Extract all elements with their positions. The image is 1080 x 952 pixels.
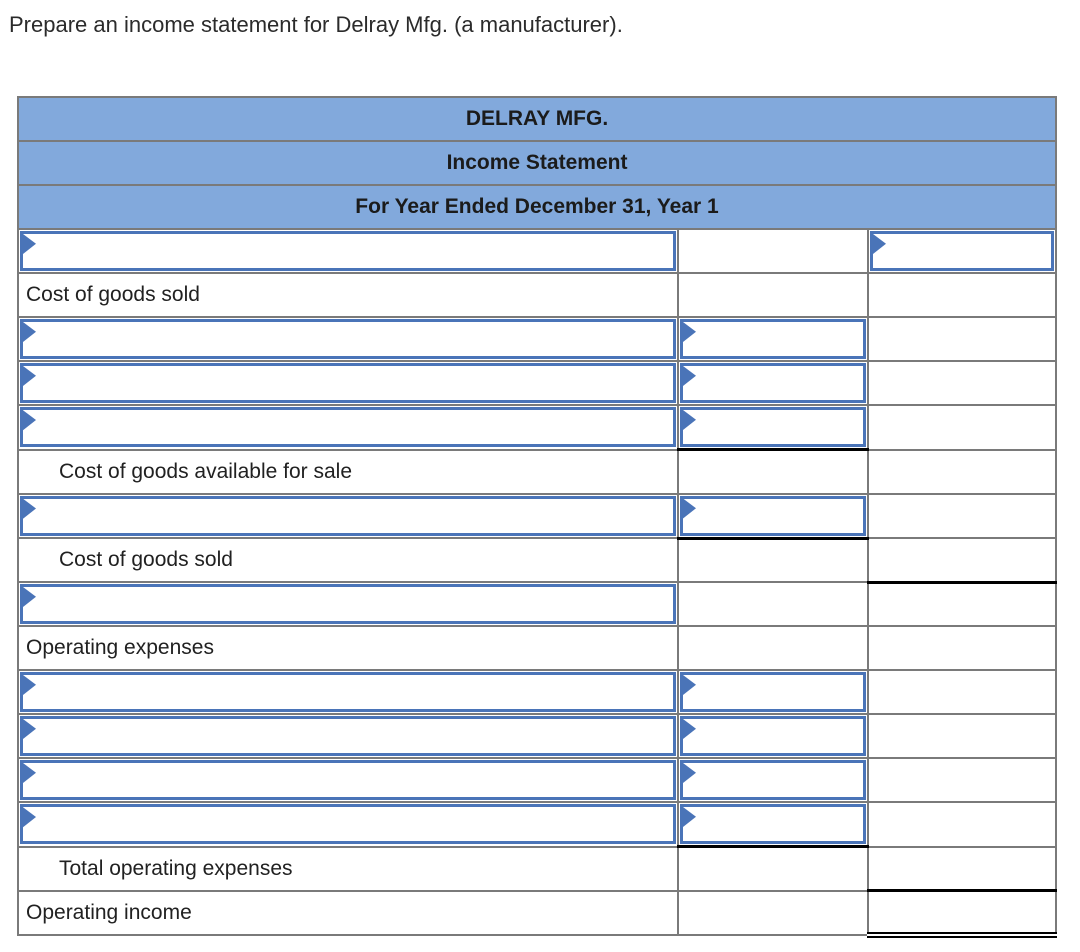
table-row: DELRAY MFG. [16,96,1058,142]
amount-input[interactable] [680,495,866,536]
empty-cell [677,228,869,274]
dropdown-flag-icon [23,498,36,519]
empty-cell [866,404,1058,451]
instruction-text: Prepare an income statement for Delray M… [9,12,623,37]
empty-cell [677,537,869,583]
empty-cell [677,845,869,892]
dropdown-flag-icon [23,366,36,386]
dropdown-flag-icon [23,763,36,783]
table-row [17,492,1058,540]
amount-input[interactable] [680,804,866,844]
dropdown-flag-icon [683,807,696,827]
dropdown-flag-icon [683,719,696,739]
account-title-input[interactable] [20,804,676,845]
empty-cell [866,360,1058,406]
empty-cell [866,448,1058,495]
table-row: Income Statement [16,140,1058,186]
empty-cell [677,272,869,318]
amount-input[interactable] [680,363,866,403]
row-label: Operating expenses [17,625,679,671]
table-row [17,360,1058,406]
empty-cell [866,272,1058,318]
row-label: Total operating expenses [17,845,679,892]
dropdown-flag-icon [23,675,36,695]
empty-cell [866,581,1058,627]
dropdown-flag-icon [23,234,36,254]
empty-cell [866,625,1058,671]
dropdown-flag-icon [683,322,696,342]
account-title-input[interactable] [20,363,676,403]
amount-input[interactable] [680,407,866,447]
dropdown-flag-icon [23,587,36,607]
income-statement-table: DELRAY MFG. Income Statement For Year En… [16,96,1058,938]
account-title-input[interactable] [20,407,676,448]
account-title-input[interactable] [20,319,676,359]
table-row [17,801,1058,848]
statement-title-header: Income Statement [16,140,1058,186]
dropdown-flag-icon [683,498,696,519]
amount-input[interactable] [870,231,1055,271]
amount-input[interactable] [680,319,866,359]
empty-cell [677,625,869,671]
table-row: Operating expenses [17,625,1058,671]
table-row [17,581,1058,627]
account-title-input[interactable] [20,672,676,712]
account-title-input[interactable] [20,760,676,800]
row-label: Cost of goods sold [17,272,679,318]
dropdown-flag-icon [683,366,696,386]
empty-cell [677,889,869,936]
company-name-header: DELRAY MFG. [16,96,1058,142]
row-label: Cost of goods sold [17,537,679,583]
dropdown-flag-icon [23,322,36,342]
dropdown-flag-icon [683,410,696,430]
empty-cell [866,669,1058,715]
dropdown-flag-icon [23,410,36,431]
table-row [17,316,1058,362]
account-title-input[interactable] [20,584,676,624]
table-row [17,404,1058,451]
account-title-input[interactable] [20,231,676,271]
empty-cell [866,537,1058,584]
dropdown-flag-icon [683,675,696,695]
statement-period-header: For Year Ended December 31, Year 1 [16,184,1058,230]
table-row [17,228,1058,274]
table-row: Cost of goods sold [17,272,1058,318]
amount-input[interactable] [680,760,866,800]
empty-cell [866,757,1058,803]
empty-cell [866,492,1058,539]
empty-cell [866,713,1058,759]
table-row [17,713,1058,759]
account-title-input[interactable] [20,495,676,536]
table-row: Operating income [17,889,1058,938]
empty-cell [866,316,1058,362]
dropdown-flag-icon [873,234,886,254]
empty-cell [677,581,869,627]
row-label: Operating income [17,889,679,936]
account-title-input[interactable] [20,716,676,756]
amount-input[interactable] [680,672,866,712]
dropdown-flag-icon [23,807,36,828]
table-row: For Year Ended December 31, Year 1 [16,184,1058,230]
row-label: Cost of goods available for sale [17,448,679,495]
empty-cell [866,845,1058,892]
table-row [17,669,1058,715]
empty-cell [866,889,1058,938]
table-row: Total operating expenses [17,845,1058,892]
table-row: Cost of goods available for sale [17,448,1058,495]
table-row: Cost of goods sold [17,537,1058,584]
amount-input[interactable] [680,716,866,756]
table-row [17,757,1058,803]
empty-cell [677,448,869,495]
dropdown-flag-icon [23,719,36,739]
dropdown-flag-icon [683,763,696,783]
empty-cell [866,801,1058,848]
